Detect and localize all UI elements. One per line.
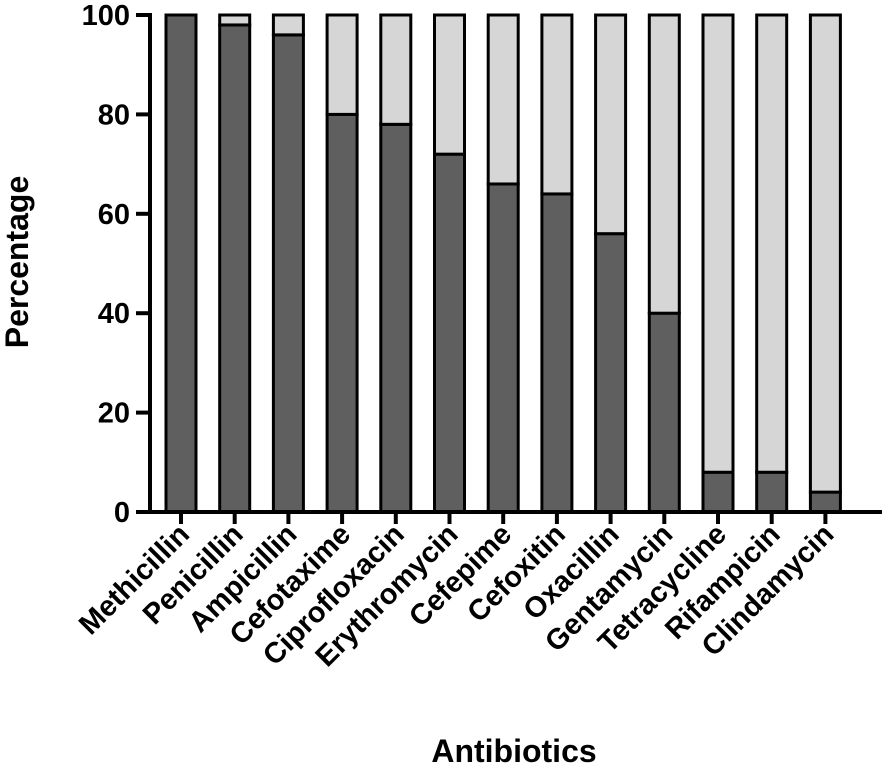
bar-cefotaxime-segment-1 (325, 112, 359, 514)
x-axis-title: Antibiotics (431, 733, 596, 769)
bars-layer (164, 13, 842, 514)
axes-layer (136, 13, 882, 524)
bar-penicillin-segment-1 (218, 23, 252, 514)
bar-cefoxitin-segment-1 (540, 192, 574, 514)
bar-tetracycline-segment-2 (701, 13, 735, 474)
bar-penicillin-segment-2 (218, 13, 252, 27)
bar-ampicillin-segment-2 (271, 13, 305, 37)
y-tick-label: 80 (98, 99, 130, 131)
bar-oxacillin-segment-2 (594, 13, 628, 236)
bar-gentamycin-segment-1 (647, 311, 681, 514)
bar-gentamycin-segment-2 (647, 13, 681, 315)
x-tick-labels: MethicillinPenicillinAmpicillinCefotaxim… (73, 518, 840, 673)
bar-rifampicin-segment-2 (755, 13, 789, 474)
y-tick-label: 60 (98, 199, 130, 231)
y-tick-label: 0 (114, 497, 130, 529)
bar-ciprofloxacin-segment-1 (379, 122, 413, 514)
y-tick-labels: 0 20 40 60 80 100 (82, 0, 130, 529)
bar-clindamycin-segment-2 (808, 13, 842, 494)
bar-erythromycin-segment-1 (433, 152, 466, 514)
bar-cefepime-segment-1 (486, 182, 520, 514)
bar-oxacillin-segment-1 (594, 232, 628, 514)
y-tick-label: 20 (98, 398, 130, 430)
bar-rifampicin-segment-1 (755, 470, 789, 514)
y-tick-label: 40 (98, 298, 130, 330)
bar-cefoxitin-segment-2 (540, 13, 574, 196)
bar-tetracycline-segment-1 (701, 470, 735, 514)
y-tick-label: 100 (82, 0, 130, 32)
bar-clindamycin-segment-1 (808, 490, 842, 514)
y-axis-title: Percentage (0, 176, 35, 349)
bar-methicillin-segment-1 (164, 13, 198, 514)
bar-ciprofloxacin-segment-2 (379, 13, 413, 126)
bar-ampicillin-segment-1 (271, 33, 305, 514)
bar-erythromycin-segment-2 (433, 13, 466, 156)
bar-cefepime-segment-2 (486, 13, 520, 186)
bar-cefotaxime-segment-2 (325, 13, 359, 116)
